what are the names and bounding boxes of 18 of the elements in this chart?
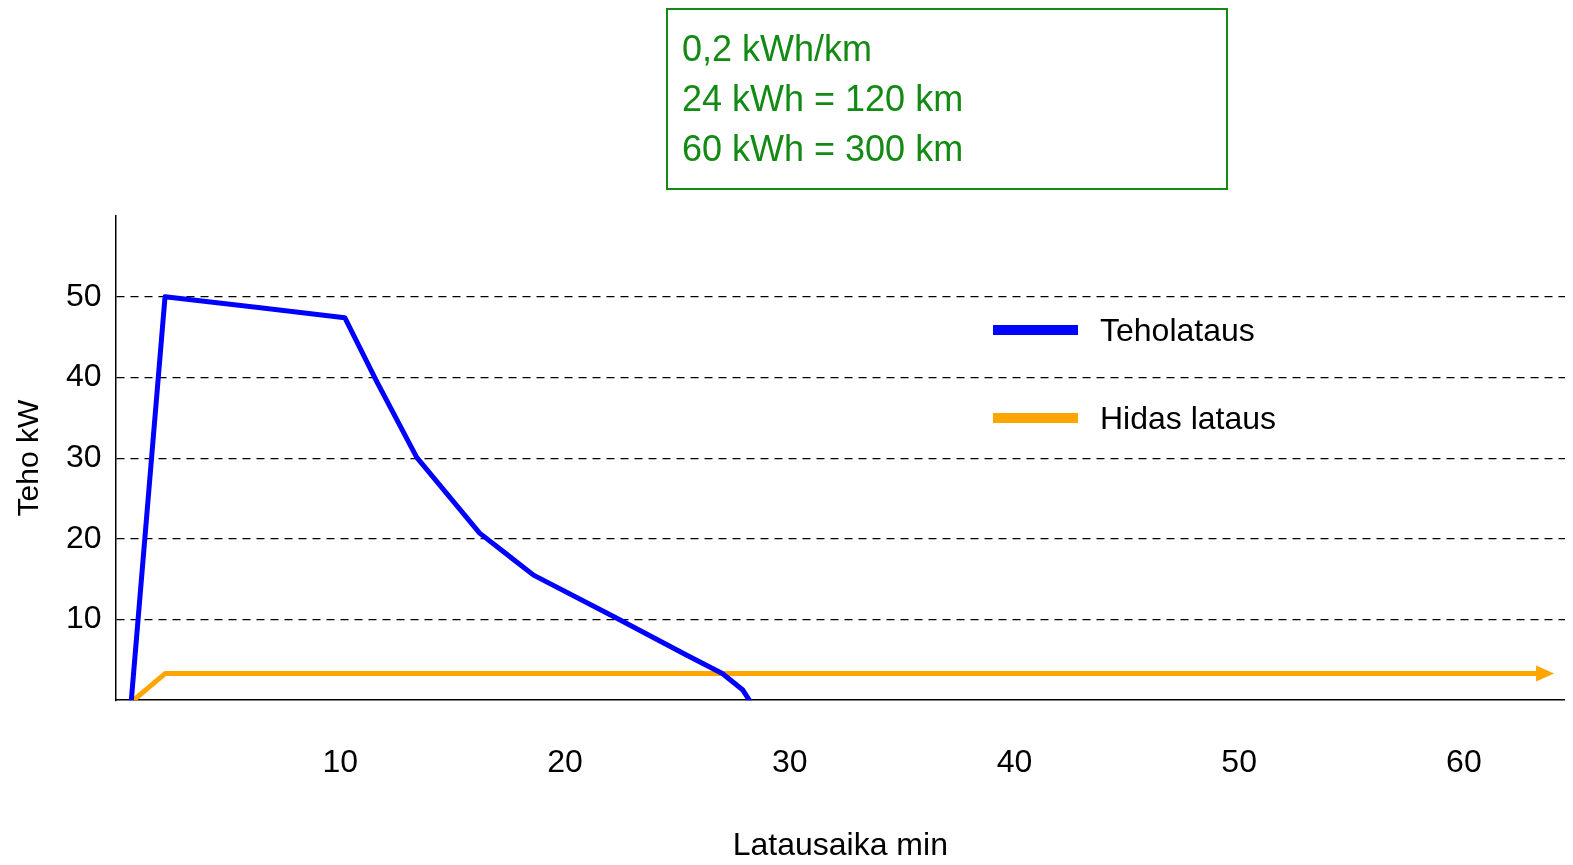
y-tick-label: 30 bbox=[66, 437, 102, 474]
x-tick-label: 30 bbox=[771, 743, 808, 780]
text: 24 kWh = 120 km bbox=[682, 77, 965, 121]
legend-label: Teholataus bbox=[1100, 311, 1255, 349]
y-tick-label: 40 bbox=[66, 357, 102, 394]
text: 60 kWh = 300 km bbox=[682, 127, 965, 171]
x-axis-title: Latausaika min bbox=[732, 825, 948, 862]
x-tick-label: 50 bbox=[1221, 743, 1257, 780]
x-tick-label: 10 bbox=[322, 743, 359, 780]
text: 0,2 kWh/km bbox=[682, 27, 874, 71]
y-tick-label: 10 bbox=[66, 599, 102, 636]
y-axis-title: Teho kW bbox=[11, 399, 45, 517]
y-tick-label: 50 bbox=[66, 276, 102, 313]
legend-label: Hidas lataus bbox=[1100, 399, 1277, 437]
x-tick-label: 60 bbox=[1446, 743, 1482, 780]
x-tick-label: 20 bbox=[547, 743, 583, 780]
x-tick-label: 40 bbox=[996, 743, 1033, 780]
y-tick-label: 20 bbox=[66, 518, 102, 555]
